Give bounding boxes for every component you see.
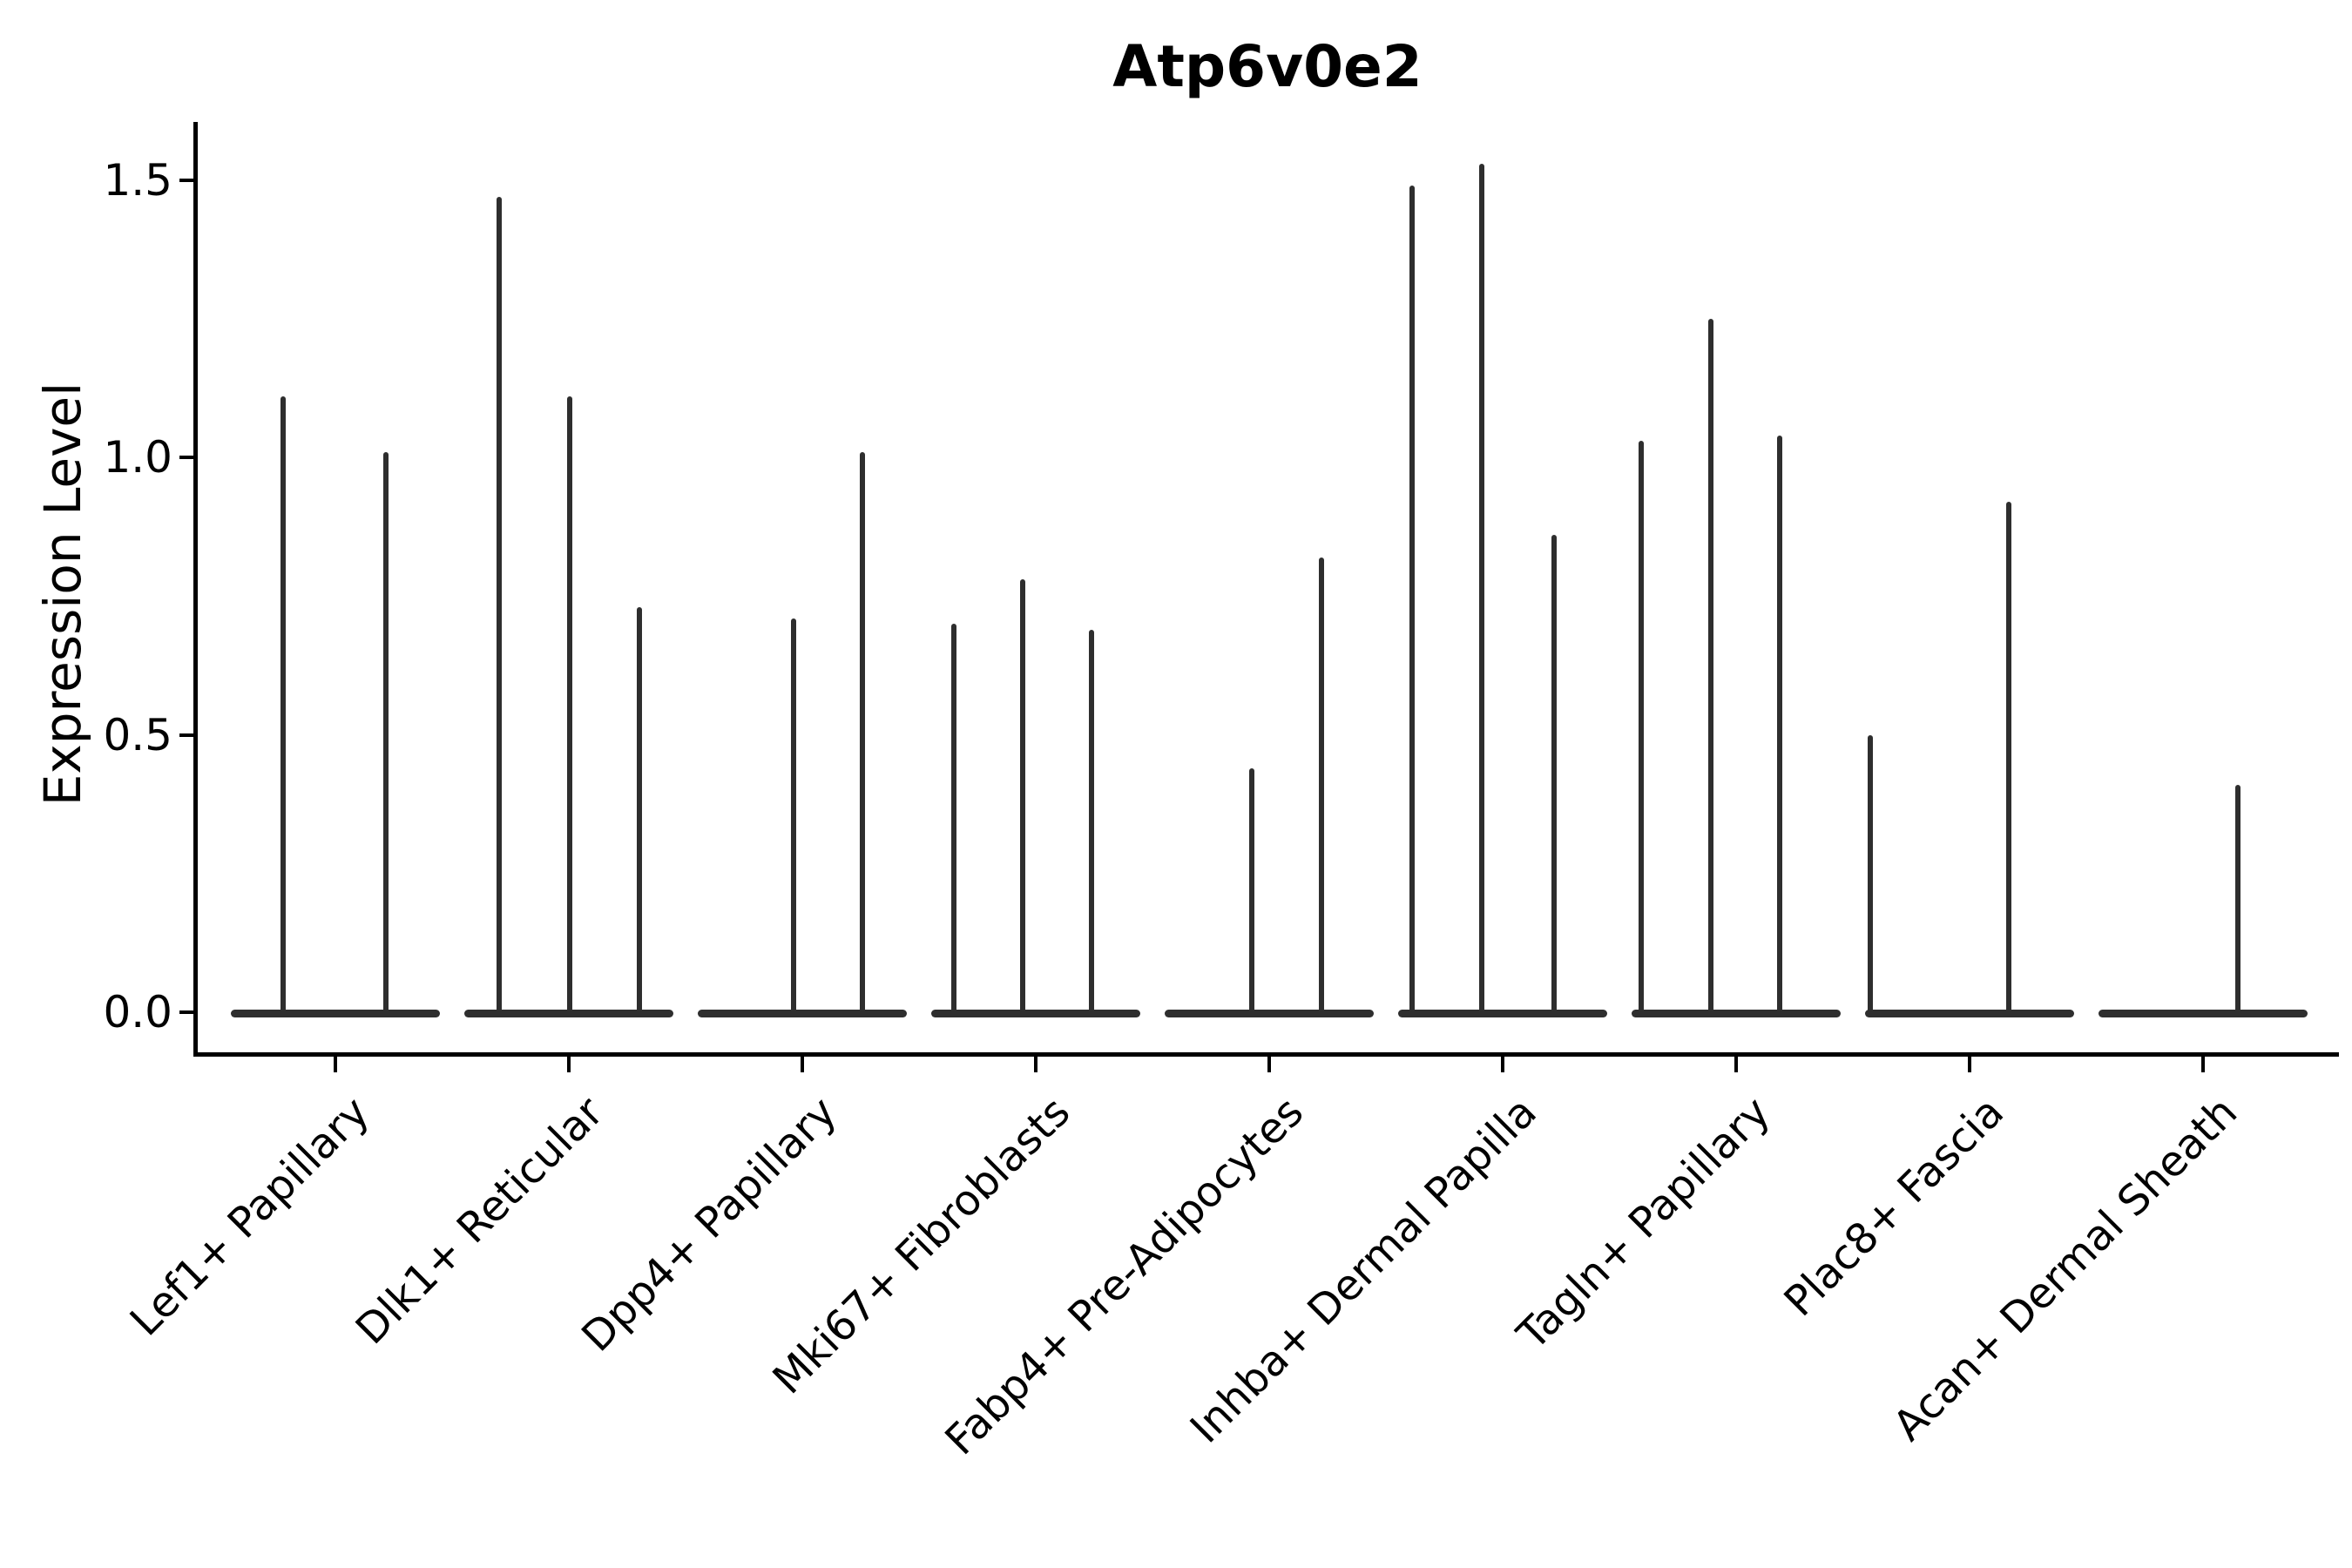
violin-spike	[497, 197, 502, 1016]
violin-base	[1398, 1010, 1607, 1017]
x-axis-tick	[801, 1057, 804, 1072]
violin-spike	[1868, 734, 1873, 1016]
violin-base	[2099, 1010, 2308, 1017]
violin-spike	[1249, 767, 1254, 1016]
violin-spike	[1479, 163, 1484, 1016]
violin-spike	[637, 607, 642, 1016]
y-axis-tick-label: 1.0	[103, 432, 172, 483]
x-axis-tick	[1734, 1057, 1738, 1072]
violin-spike	[1319, 557, 1324, 1016]
violin-base	[1165, 1010, 1374, 1017]
y-axis-tick	[179, 456, 193, 460]
violin-spike	[860, 451, 865, 1016]
x-axis-tick	[1267, 1057, 1271, 1072]
violin-spike	[1089, 629, 1094, 1016]
violin-base	[931, 1010, 1140, 1017]
x-axis-tick-label: Dlk1+ Reticular	[346, 1087, 613, 1355]
violin-spike	[2006, 502, 2011, 1016]
x-axis-tick-label: Dpp4+ Papillary	[572, 1087, 847, 1362]
violin-base	[698, 1010, 907, 1017]
violin-spike	[1777, 435, 1782, 1016]
x-axis-tick	[2201, 1057, 2205, 1072]
violin-spike	[1409, 186, 1415, 1016]
y-axis-tick	[179, 178, 193, 182]
y-axis-tick-label: 0.5	[103, 709, 172, 760]
x-axis-tick-label: Lef1+ Papillary	[121, 1087, 380, 1346]
y-axis-tick	[179, 1010, 193, 1014]
violin-spike	[951, 624, 956, 1016]
violin-spike	[383, 451, 389, 1016]
violin-base	[231, 1010, 440, 1017]
violin-spike	[1551, 535, 1557, 1016]
violin-spike	[1708, 319, 1713, 1016]
violin-spike	[1639, 441, 1644, 1016]
violin-base	[1632, 1010, 1841, 1017]
y-axis-tick	[179, 733, 193, 737]
violin-spike	[567, 396, 572, 1016]
y-axis-spine	[193, 122, 198, 1057]
y-axis-tick-label: 1.5	[103, 154, 172, 206]
violin-spike	[1020, 579, 1025, 1016]
violin-spike	[2235, 784, 2240, 1016]
x-axis-tick	[567, 1057, 571, 1072]
y-axis-label: Expression Level	[33, 382, 92, 807]
violin-spike	[280, 396, 286, 1016]
y-axis-tick-label: 0.0	[103, 987, 172, 1037]
violin-base	[1865, 1010, 2074, 1017]
x-axis-tick-label: Tagln+ Papillary	[1508, 1087, 1781, 1360]
chart-title: Atp6v0e2	[1112, 33, 1423, 100]
x-axis-tick	[1968, 1057, 1971, 1072]
x-axis-tick	[334, 1057, 337, 1072]
x-axis-tick	[1034, 1057, 1037, 1072]
violin-spike	[791, 618, 796, 1016]
x-axis-tick	[1501, 1057, 1504, 1072]
x-axis-spine	[193, 1052, 2339, 1057]
x-axis-tick-label: Plac8+ Fascia	[1774, 1087, 2014, 1327]
